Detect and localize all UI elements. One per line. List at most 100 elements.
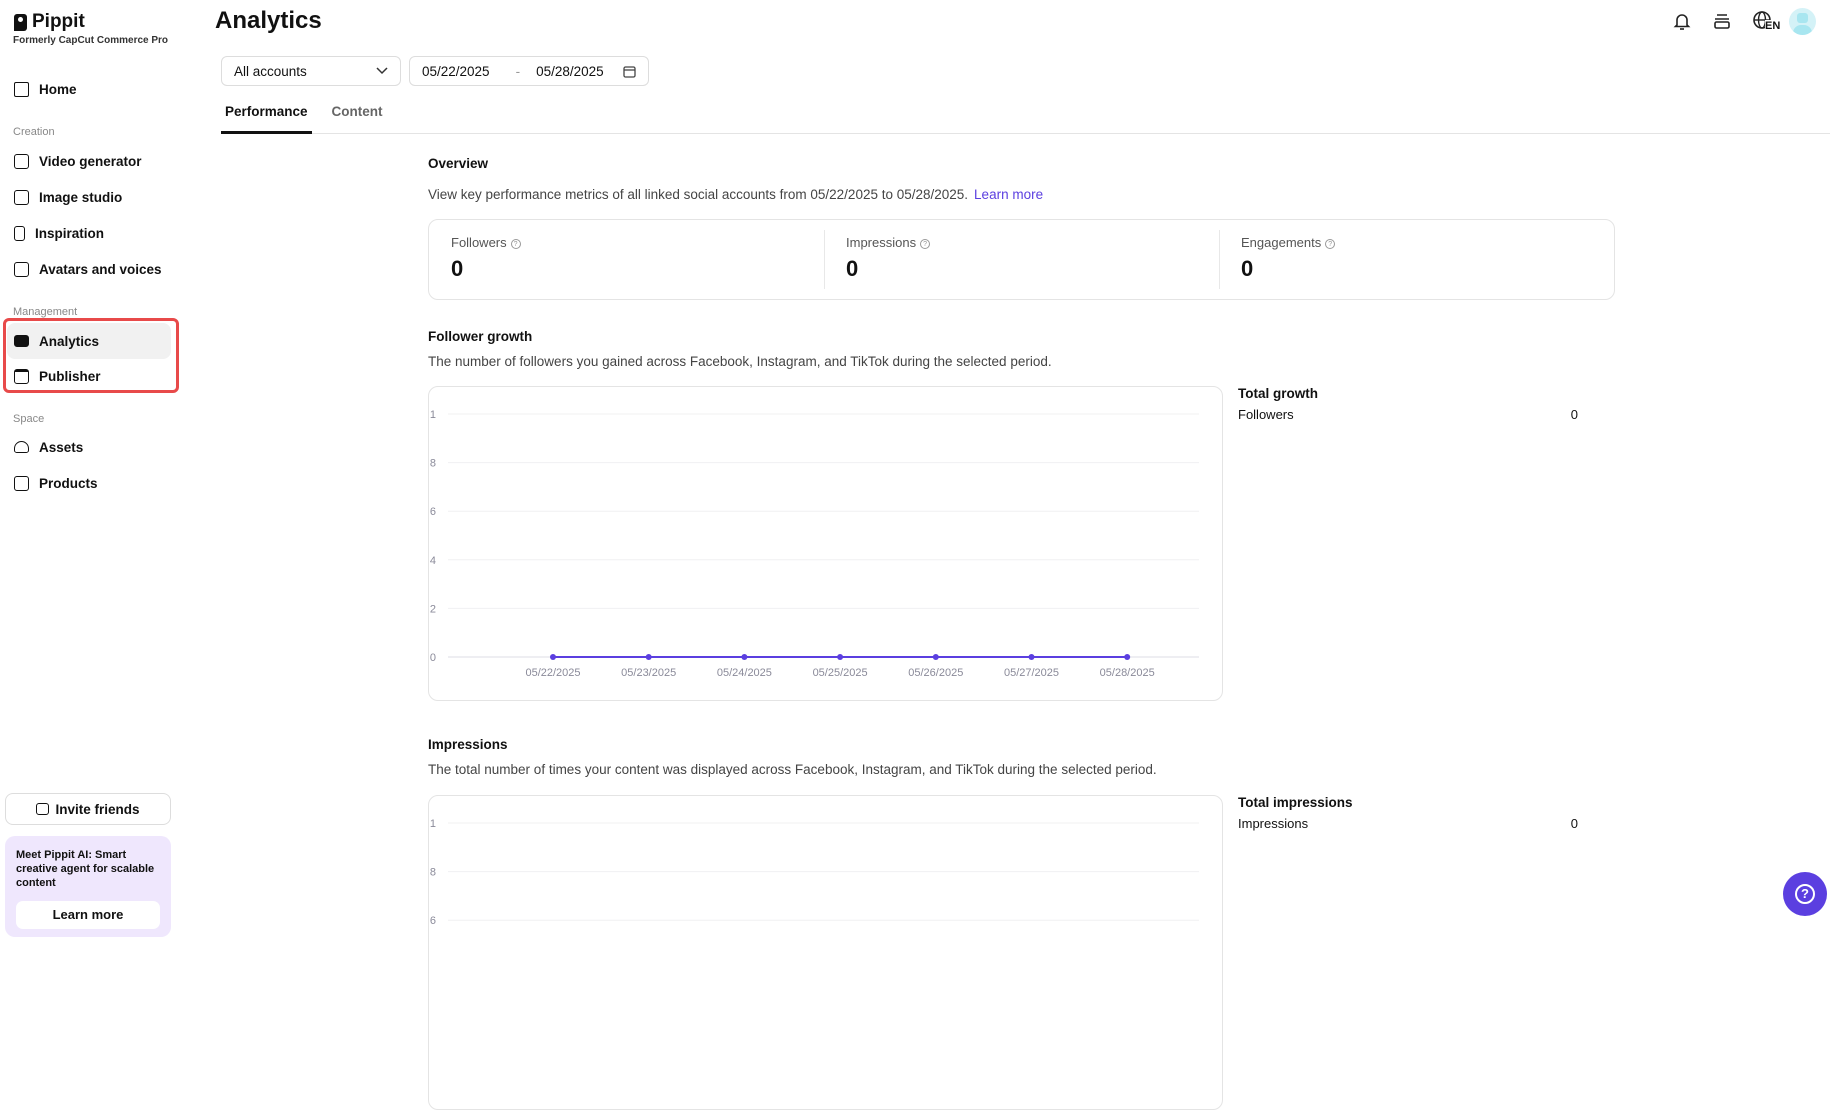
x-tick-label: 05/24/2025 bbox=[717, 667, 772, 679]
sidebar-item-avatars[interactable]: Avatars and voices bbox=[7, 251, 171, 287]
total-growth-row: Followers 0 bbox=[1238, 407, 1578, 422]
metric-label-text: Impressions bbox=[846, 235, 917, 250]
metric-label-text: Engagements bbox=[1241, 235, 1322, 250]
metric-label: Engagements? bbox=[1241, 235, 1592, 250]
help-circle-icon[interactable]: ? bbox=[1325, 239, 1336, 249]
tab-performance[interactable]: Performance bbox=[221, 100, 312, 134]
data-point bbox=[741, 654, 748, 660]
x-tick-label: 05/23/2025 bbox=[621, 667, 676, 679]
sidebar-item-video-generator[interactable]: Video generator bbox=[7, 143, 171, 179]
account-select[interactable]: All accounts bbox=[221, 56, 401, 86]
overview-desc: View key performance metrics of all link… bbox=[428, 187, 1043, 202]
follower-growth-title: Follower growth bbox=[428, 329, 533, 344]
promo-card: Meet Pippit AI: Smart creative agent for… bbox=[5, 836, 171, 937]
data-point bbox=[1028, 654, 1035, 660]
brand-name: Pippit bbox=[32, 11, 85, 32]
help-circle-icon[interactable]: ? bbox=[920, 239, 931, 249]
promo-learn-more-button[interactable]: Learn more bbox=[16, 901, 160, 929]
total-impressions-label: Impressions bbox=[1238, 816, 1309, 831]
x-tick-label: 05/28/2025 bbox=[1100, 667, 1155, 679]
sidebar-item-label: Products bbox=[39, 475, 98, 491]
data-point bbox=[1124, 654, 1131, 660]
sidebar-item-label: Assets bbox=[39, 439, 84, 455]
metric-label: Impressions? bbox=[846, 235, 1197, 250]
y-tick-label: 0.6 bbox=[429, 506, 436, 518]
avatar[interactable] bbox=[1789, 8, 1816, 35]
tab-content[interactable]: Content bbox=[331, 104, 383, 119]
promo-text: Smart creative agent for scalable conten… bbox=[16, 849, 155, 889]
sidebar-item-assets[interactable]: Assets bbox=[7, 429, 171, 465]
data-point bbox=[837, 654, 844, 660]
brand-subtitle: Formerly CapCut Commerce Pro bbox=[13, 35, 169, 46]
date-to[interactable]: 05/28/2025 bbox=[536, 63, 604, 79]
sidebar-item-label: Video generator bbox=[39, 153, 142, 169]
sidebar-item-image-studio[interactable]: Image studio bbox=[7, 179, 171, 215]
calendar-icon bbox=[14, 368, 29, 384]
avatar-icon bbox=[14, 261, 29, 277]
tabs: Performance Content bbox=[221, 100, 1830, 134]
invite-friends-button[interactable]: Invite friends bbox=[5, 793, 171, 825]
sidebar-item-inspiration[interactable]: Inspiration bbox=[7, 215, 171, 251]
pippit-logo[interactable]: Pippit bbox=[14, 11, 85, 33]
date-range-picker[interactable]: 05/22/2025 - 05/28/2025 bbox=[409, 56, 649, 86]
sidebar-item-label: Publisher bbox=[39, 368, 101, 384]
metric-value: 0 bbox=[1241, 256, 1254, 281]
x-tick-label: 05/27/2025 bbox=[1004, 667, 1059, 679]
language-button[interactable]: EN bbox=[1752, 10, 1782, 34]
sidebar-item-products[interactable]: Products bbox=[7, 465, 171, 501]
total-growth-title: Total growth bbox=[1238, 386, 1318, 401]
total-impressions-value: 0 bbox=[1570, 816, 1578, 831]
help-button[interactable]: ? bbox=[1783, 872, 1827, 916]
gift-icon bbox=[36, 803, 50, 815]
metric-engagements: Engagements? 0 bbox=[1219, 220, 1614, 299]
home-icon bbox=[14, 81, 29, 97]
overview-title: Overview bbox=[428, 156, 489, 171]
sidebar-item-label: Home bbox=[39, 81, 77, 97]
metric-value: 0 bbox=[846, 256, 859, 281]
total-impressions-title: Total impressions bbox=[1238, 795, 1353, 810]
video-generator-icon bbox=[14, 153, 29, 169]
x-tick-label: 05/22/2025 bbox=[525, 667, 580, 679]
total-growth-label: Followers bbox=[1238, 407, 1294, 422]
follower-growth-chart: 0 0.2 0.4 0.6 0.8 1 05/22/2025 05/23/2025 05/24/… bbox=[421, 409, 1199, 679]
section-space: Space bbox=[13, 413, 45, 425]
sidebar-item-home[interactable]: Home bbox=[7, 71, 171, 107]
inspiration-icon bbox=[14, 225, 25, 241]
y-tick-label: 1 bbox=[430, 818, 436, 830]
total-impressions-row: Impressions 0 bbox=[1238, 816, 1578, 831]
data-point bbox=[932, 654, 939, 660]
bag-icon bbox=[14, 475, 29, 491]
subscription-icon[interactable] bbox=[1712, 11, 1732, 31]
impressions-title: Impressions bbox=[428, 737, 508, 752]
date-from[interactable]: 05/22/2025 bbox=[422, 63, 490, 79]
metrics-card: Followers? 0 Impressions? 0 Engagements? 0 bbox=[428, 219, 1615, 300]
sidebar-item-publisher[interactable]: Publisher bbox=[7, 358, 171, 394]
impressions-desc: The total number of times your content w… bbox=[428, 762, 1157, 777]
metric-label-text: Followers bbox=[451, 235, 507, 250]
y-tick-label: 0.8 bbox=[429, 458, 436, 470]
sidebar-item-analytics[interactable]: Analytics bbox=[7, 323, 171, 359]
y-tick-label: 0.8 bbox=[429, 867, 436, 879]
question-icon: ? bbox=[1795, 884, 1815, 904]
sidebar: Pippit Formerly CapCut Commerce Pro Home… bbox=[0, 0, 182, 939]
help-circle-icon[interactable]: ? bbox=[510, 239, 521, 249]
learn-more-link[interactable]: Learn more bbox=[974, 187, 1044, 202]
bell-icon[interactable] bbox=[1672, 11, 1692, 31]
total-growth-value: 0 bbox=[1570, 407, 1578, 422]
data-point bbox=[550, 654, 556, 660]
y-tick-label: 0 bbox=[430, 652, 436, 664]
y-tick-label: 0.6 bbox=[429, 915, 436, 927]
y-tick-label: 1 bbox=[430, 409, 436, 421]
sidebar-item-label: Inspiration bbox=[35, 225, 105, 241]
promo-title: Meet Pippit AI: bbox=[16, 849, 92, 861]
invite-label: Invite friends bbox=[55, 801, 140, 817]
x-tick-label: 05/25/2025 bbox=[813, 667, 868, 679]
y-tick-label: 0.2 bbox=[429, 603, 436, 615]
language-label: EN bbox=[1765, 20, 1781, 32]
pippit-logo-icon bbox=[14, 13, 27, 31]
date-separator: - bbox=[515, 63, 521, 79]
x-tick-label: 05/26/2025 bbox=[908, 667, 963, 679]
chevron-down-icon bbox=[376, 67, 388, 75]
y-tick-label: 0.4 bbox=[429, 555, 436, 567]
follower-growth-chart-card: 0 0.2 0.4 0.6 0.8 1 05/22/2025 05/23/2025 05/24/… bbox=[421, 386, 1223, 701]
